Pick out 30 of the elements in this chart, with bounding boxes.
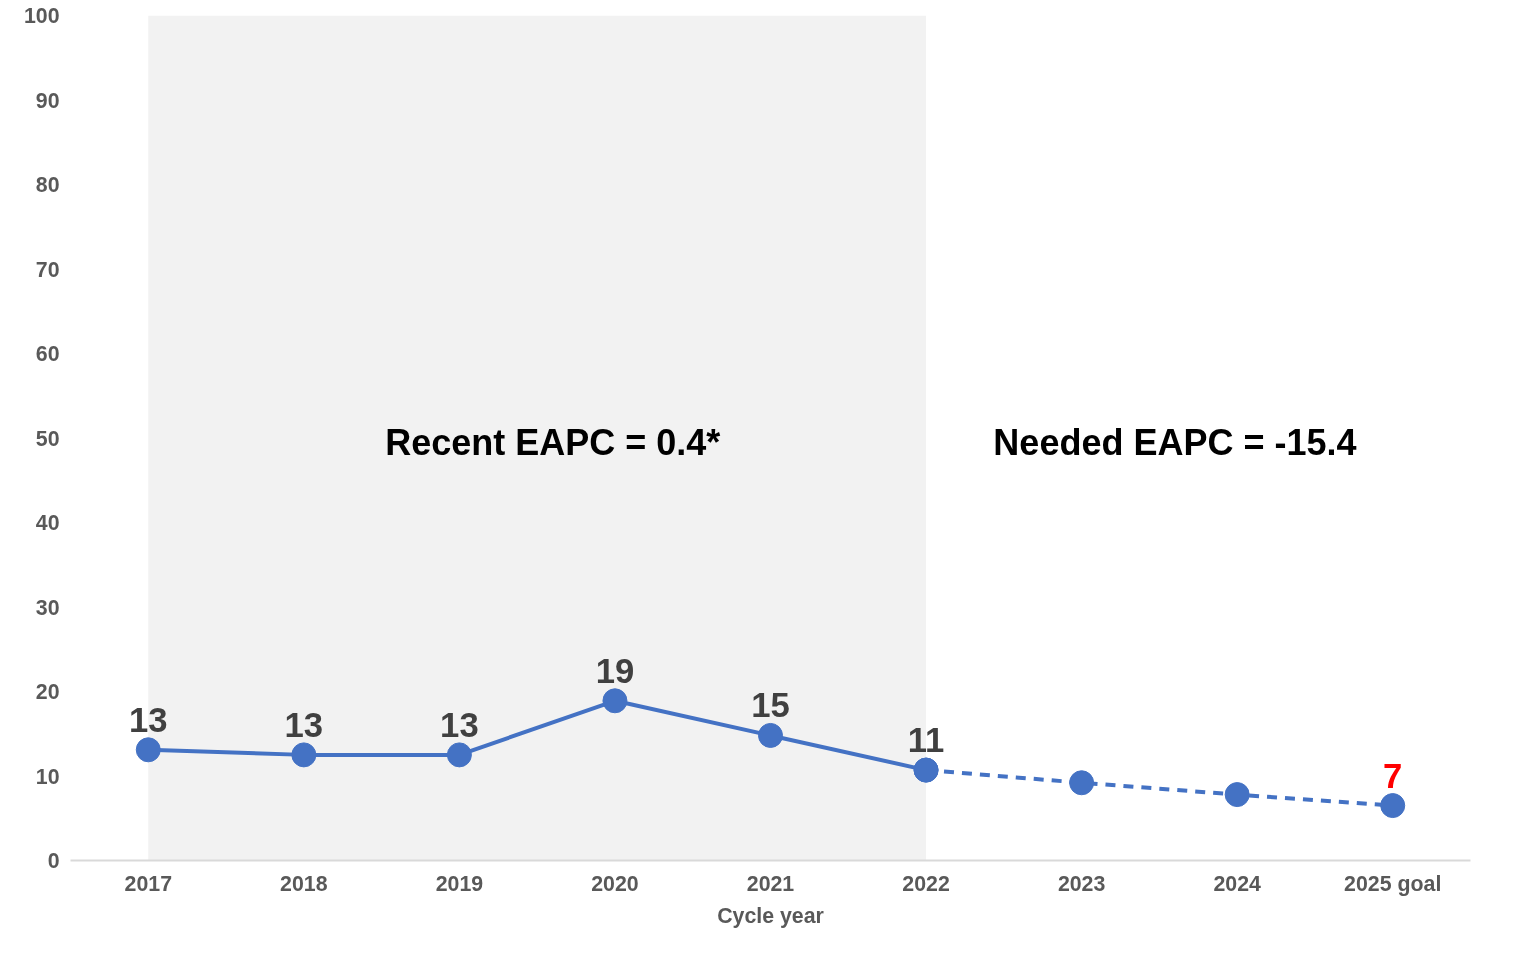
y-tick-label: 80: [35, 173, 60, 197]
x-tick-label: 2025 goal: [1344, 871, 1442, 896]
y-tick-label: 0: [47, 849, 60, 873]
annotation: Recent EAPC = 0.4*: [385, 422, 721, 464]
y-tick-label: 70: [35, 257, 60, 282]
x-tick-label: 2018: [280, 871, 328, 896]
y-tick-label: 30: [35, 595, 60, 620]
y-tick-label: 10: [35, 764, 60, 789]
data-label: 11: [907, 721, 945, 760]
data-label: 13: [129, 700, 168, 739]
x-axis-title: Cycle year: [717, 903, 824, 928]
annotation: Needed EAPC = -15.4: [993, 422, 1357, 464]
y-tick-label: 90: [35, 88, 60, 113]
x-tick-label: 2023: [1057, 871, 1106, 896]
data-label: 15: [751, 686, 790, 725]
data-label: 19: [595, 651, 635, 690]
y-tick-label: 20: [35, 680, 60, 704]
data-label: 13: [284, 705, 324, 744]
x-tick-label: 2020: [591, 871, 639, 896]
y-tick-label: 50: [35, 426, 60, 451]
y-tick-label: 100: [23, 4, 60, 28]
y-tick-label: 40: [35, 511, 60, 535]
data-label: 13: [440, 705, 479, 744]
x-tick-label: 2019: [435, 871, 484, 896]
y-tick-label: 60: [35, 342, 60, 366]
x-tick-label: 2024: [1213, 871, 1262, 896]
annotation: 7: [1383, 756, 1403, 795]
x-tick-label: 2022: [902, 871, 950, 896]
x-tick-label: 2017: [124, 871, 173, 896]
x-tick-label: 2021: [746, 871, 795, 896]
